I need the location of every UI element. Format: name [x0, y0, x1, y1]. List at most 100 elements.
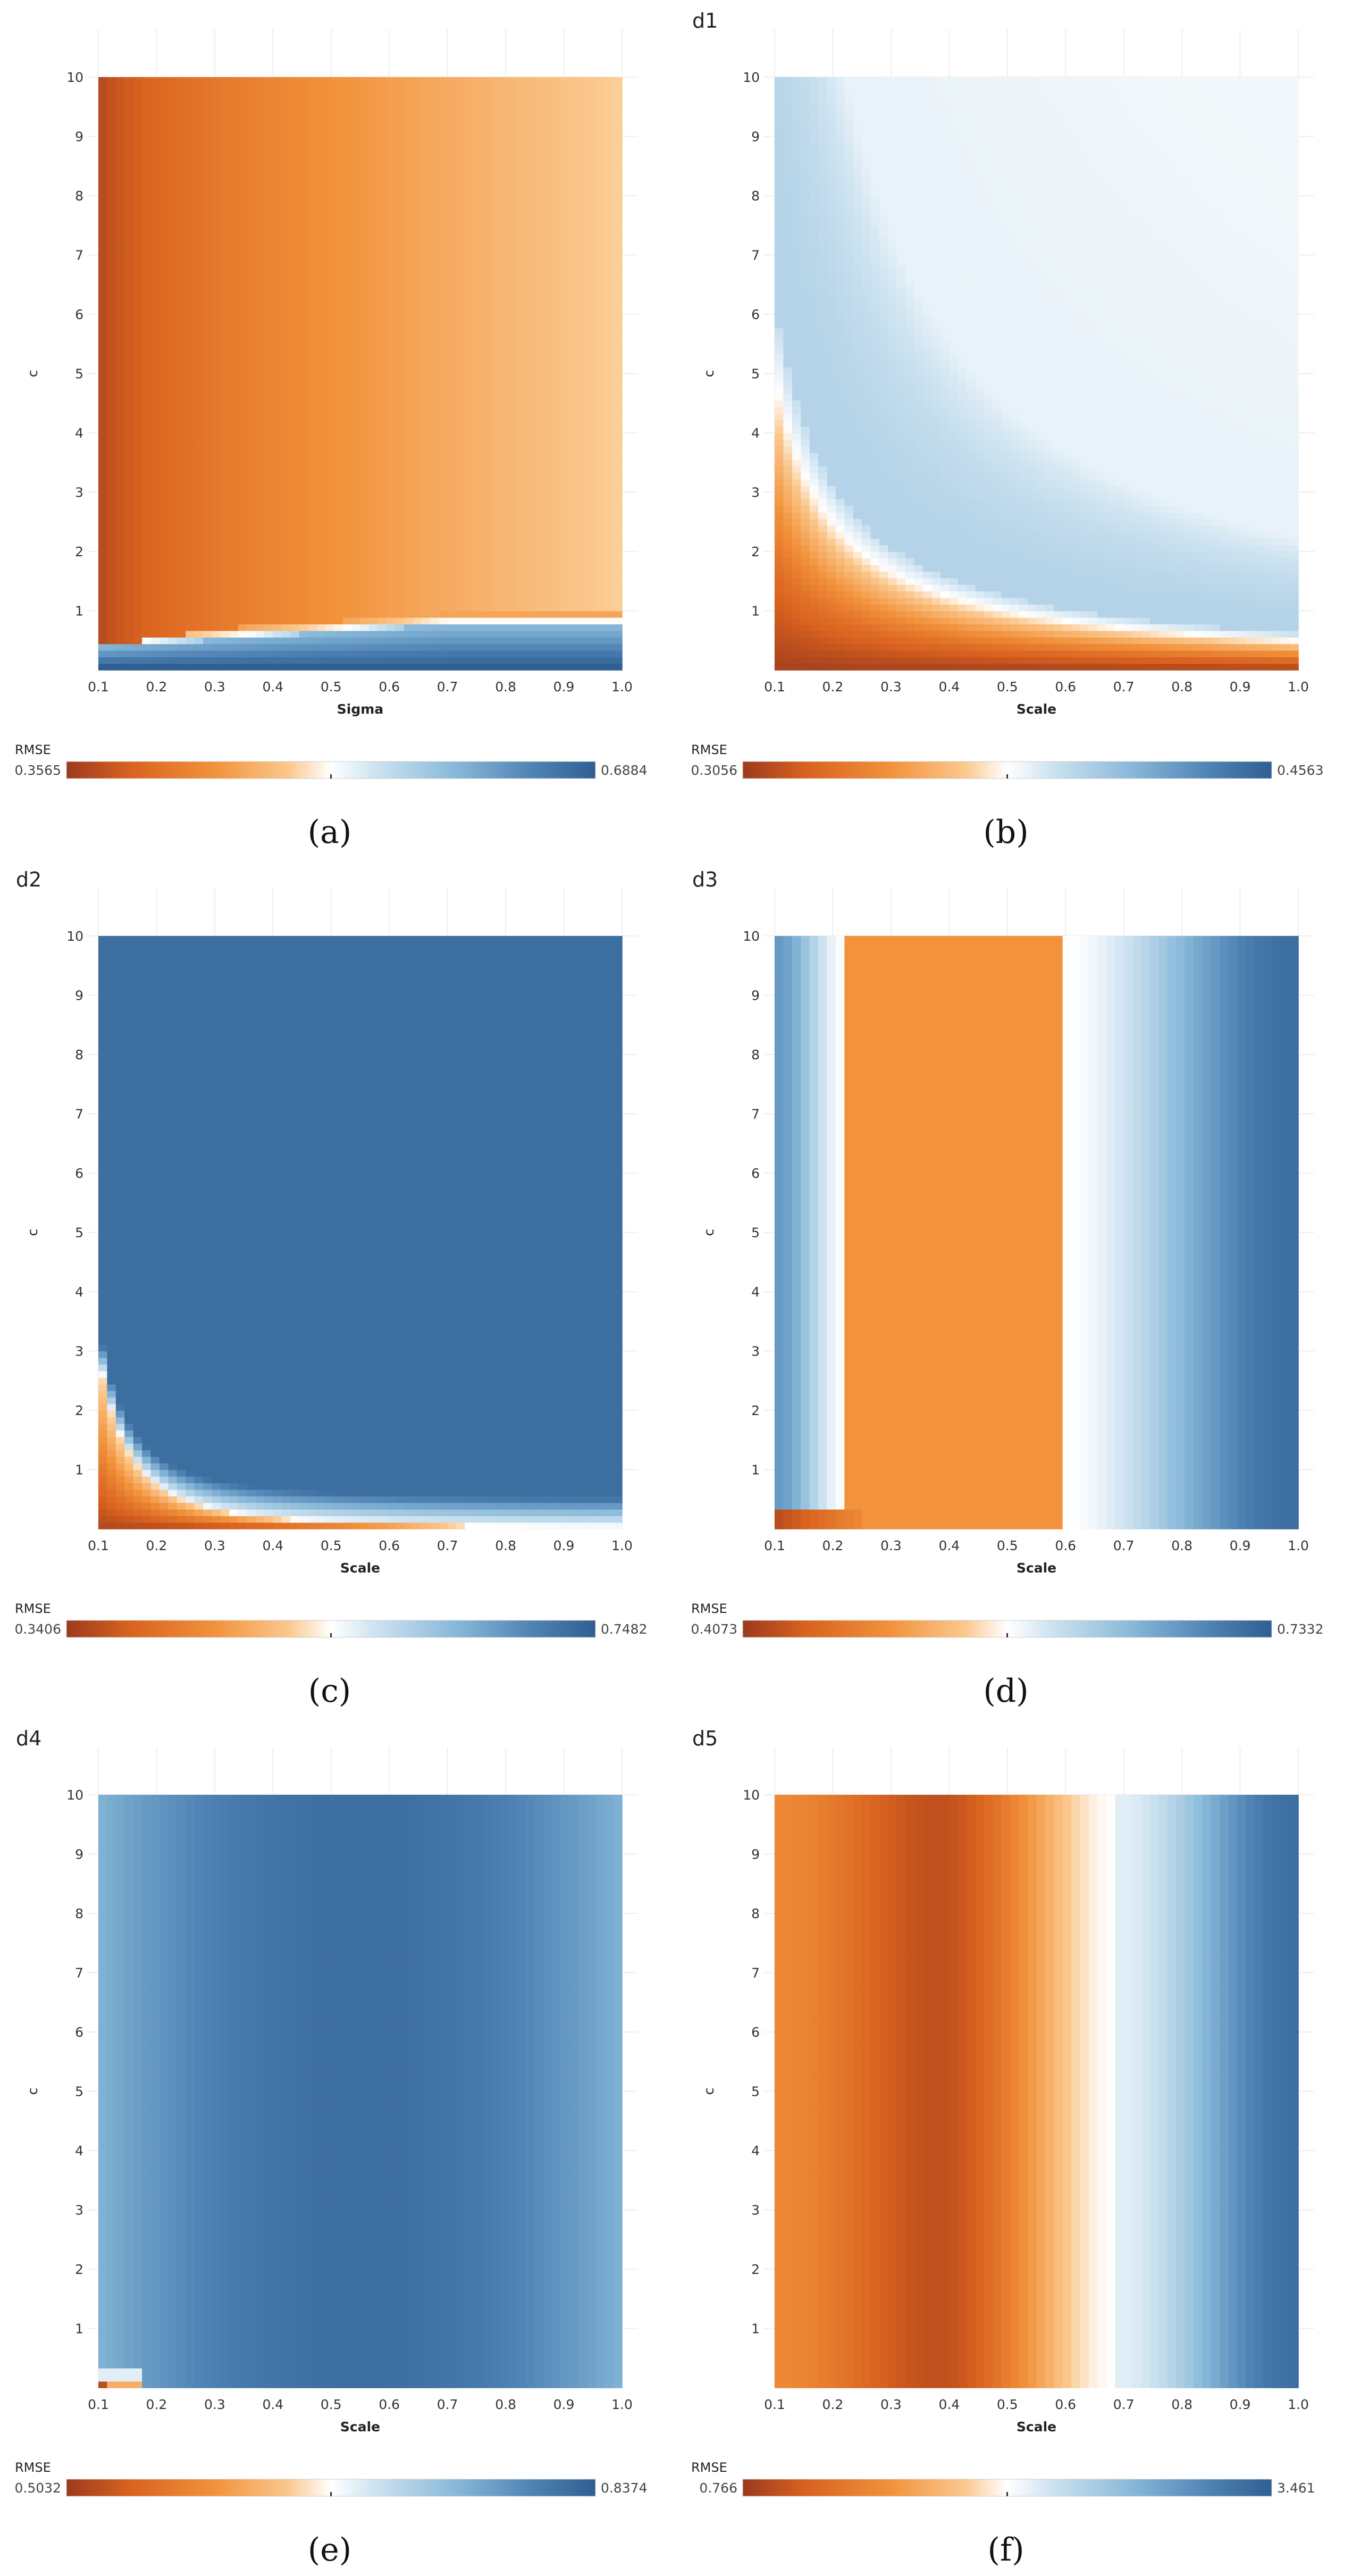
heatmap-cell [596, 571, 605, 578]
heatmap-cell [238, 643, 247, 650]
heatmap-cell [517, 617, 526, 624]
heatmap-cell [334, 604, 343, 611]
heatmap-cell [439, 631, 448, 638]
heatmap-cell [124, 637, 133, 644]
heatmap-cell [282, 643, 291, 650]
heatmap-cell [264, 604, 273, 611]
heatmap-cell [256, 591, 265, 598]
heatmap-cell [273, 617, 282, 624]
heatmap-cell [596, 631, 605, 638]
heatmap-cell [500, 664, 509, 671]
heatmap-cell [98, 650, 107, 657]
heatmap-cell [203, 643, 212, 650]
heatmap-cell [195, 578, 204, 585]
heatmap-cell [159, 565, 169, 572]
heatmap-cell [413, 624, 422, 631]
heatmap-cell [614, 598, 623, 605]
heatmap-cell [413, 611, 422, 618]
heatmap-cell [238, 664, 247, 671]
heatmap-cell [334, 624, 343, 631]
heatmap-cell [465, 637, 474, 644]
heatmap-cell [212, 617, 221, 624]
heatmap-cell [474, 571, 483, 578]
heatmap-cell [604, 604, 614, 611]
heatmap-cell [614, 591, 623, 598]
heatmap-cell [509, 617, 518, 624]
heatmap-cell [360, 578, 370, 585]
heatmap-cell [604, 643, 614, 650]
heatmap-cell [256, 565, 265, 572]
heatmap-cell [256, 624, 265, 631]
heatmap-cell [482, 611, 491, 618]
heatmap-cell [151, 657, 160, 664]
heatmap-cell [465, 565, 474, 572]
heatmap-cell [247, 611, 256, 618]
heatmap-cell [334, 598, 343, 605]
heatmap-cell [360, 624, 370, 631]
heatmap-cell [369, 657, 378, 664]
heatmap-cell [377, 591, 387, 598]
heatmap-cell [325, 571, 334, 578]
heatmap-cell [369, 571, 378, 578]
heatmap-cell [395, 565, 404, 572]
heatmap-cell [142, 657, 151, 664]
heatmap-cell [360, 650, 370, 657]
heatmap-cell [448, 664, 457, 671]
heatmap-cell [256, 664, 265, 671]
heatmap-cell [264, 637, 273, 644]
heatmap-cell [570, 617, 579, 624]
heatmap-cell [387, 664, 396, 671]
heatmap-cell [256, 657, 265, 664]
heatmap-cell [517, 650, 526, 657]
heatmap-cell [273, 664, 282, 671]
heatmap-cell [482, 650, 491, 657]
heatmap-cell [596, 643, 605, 650]
heatmap-cell [195, 604, 204, 611]
heatmap-cell [177, 611, 186, 618]
heatmap-cell [203, 578, 212, 585]
heatmap-cell [413, 571, 422, 578]
heatmap-cell [543, 571, 552, 578]
heatmap-cell [587, 565, 596, 572]
heatmap-cell [474, 565, 483, 572]
heatmap-cell [604, 571, 614, 578]
heatmap-cell [421, 643, 430, 650]
heatmap-cell [308, 650, 317, 657]
heatmap-cell [325, 598, 334, 605]
heatmap-cell [578, 571, 587, 578]
heatmap-cell [404, 631, 413, 638]
heatmap-cell [570, 591, 579, 598]
heatmap-cell [116, 664, 125, 671]
heatmap-cell [482, 617, 491, 624]
heatmap-cell [439, 617, 448, 624]
heatmap-cell [377, 611, 387, 618]
heatmap-cell [465, 578, 474, 585]
heatmap-cell [421, 650, 430, 657]
heatmap-cell [587, 637, 596, 644]
heatmap-cell [482, 657, 491, 664]
heatmap-cell [614, 571, 623, 578]
heatmap-cell [238, 611, 247, 618]
heatmap-cell [465, 643, 474, 650]
heatmap-cell [229, 611, 238, 618]
heatmap-cell [474, 591, 483, 598]
heatmap-cell [377, 578, 387, 585]
heatmap-cell [360, 571, 370, 578]
heatmap-cell [404, 611, 413, 618]
heatmap-cell [203, 657, 212, 664]
heatmap-cell [395, 664, 404, 671]
heatmap-cell [221, 584, 230, 591]
heatmap-cell [543, 617, 552, 624]
heatmap-cell [264, 571, 273, 578]
heatmap-cell [552, 578, 561, 585]
heatmap-cell [482, 591, 491, 598]
heatmap-cell [552, 584, 561, 591]
heatmap-cell [387, 650, 396, 657]
heatmap-cell [221, 664, 230, 671]
heatmap-cell [500, 598, 509, 605]
heatmap-cell [133, 584, 142, 591]
heatmap-cell [413, 578, 422, 585]
heatmap-cell [247, 664, 256, 671]
heatmap-cell [351, 584, 360, 591]
heatmap-cell [343, 571, 352, 578]
